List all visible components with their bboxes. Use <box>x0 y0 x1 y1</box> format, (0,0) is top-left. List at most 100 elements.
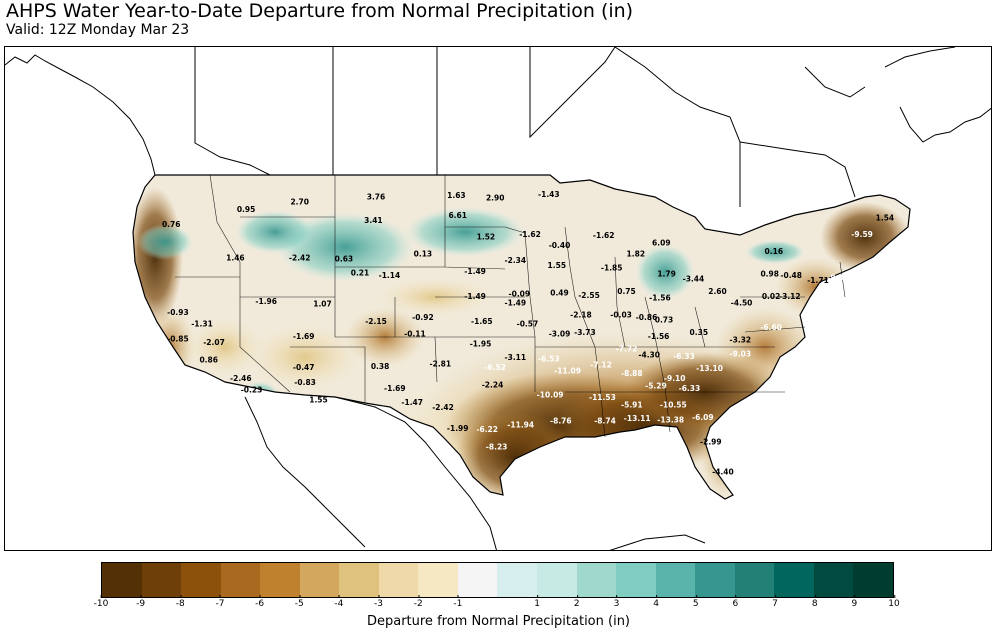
colorbar-bin <box>655 563 696 597</box>
departure-value-label: 1.55 <box>309 395 328 404</box>
departure-value-label: -2.42 <box>432 403 454 412</box>
departure-value-label: -2.24 <box>482 380 504 389</box>
departure-value-label: -1.49 <box>464 267 486 276</box>
colorbar-tick-label: 4 <box>653 595 659 609</box>
colorbar-bin <box>141 563 182 597</box>
precipitation-departure-map[interactable]: 0.95 2.70 3.76 1.63 2.90 -1.43 0.76 3.41 6.61 1.5… <box>4 46 992 551</box>
departure-value-label: -11.53 <box>589 393 616 402</box>
colorbar-bin <box>497 563 538 597</box>
departure-value-label: -0.92 <box>412 313 434 322</box>
departure-value-label: 1.54 <box>876 214 895 223</box>
colorbar-bin <box>813 563 854 597</box>
map-title: AHPS Water Year-to-Date Departure from N… <box>6 0 634 22</box>
departure-value-label: -2.15 <box>365 317 387 326</box>
departure-value-label: 1.07 <box>313 300 332 309</box>
departure-value-label: -3.09 <box>549 329 571 338</box>
colorbar-bin <box>853 563 893 597</box>
colorbar-tick-label: 2 <box>573 595 580 609</box>
departure-value-label: -7.72 <box>616 344 638 353</box>
departure-value-label: -6.53 <box>538 354 560 363</box>
colorbar-tick-label: 8 <box>811 595 818 609</box>
departure-value-label: 0.13 <box>414 250 433 259</box>
colorbar-bin <box>576 563 617 597</box>
valid-time: Valid: 12Z Monday Mar 23 <box>6 22 190 38</box>
colorbar-tick-label: 7 <box>772 595 778 609</box>
colorbar-tick-label: 5 <box>692 595 699 609</box>
departure-value-label: 2.70 <box>290 197 309 206</box>
departure-value-label: -1.49 <box>504 298 526 307</box>
departure-value-label: -4.30 <box>638 351 660 360</box>
departure-value-label: -1.95 <box>470 339 492 348</box>
departure-value-label: -0.03 <box>610 311 632 320</box>
departure-value-label: 0.98 <box>760 270 779 279</box>
departure-value-label: -7.12 <box>590 361 612 370</box>
colorbar-tick-label: 1 <box>534 595 541 609</box>
departure-value-label: -4.50 <box>731 298 753 307</box>
departure-value-label: -2.18 <box>570 311 592 320</box>
departure-value-label: -3.11 <box>504 353 526 362</box>
departure-value-label: 6.09 <box>652 239 671 248</box>
departure-value-label: 0.21 <box>351 268 370 277</box>
departure-value-label: -1.14 <box>379 271 401 280</box>
departure-value-label: -1.99 <box>447 424 469 433</box>
departure-value-label: 3.41 <box>364 216 383 225</box>
colorbar-tick-label: 3 <box>613 595 620 609</box>
departure-value-label: -6.09 <box>692 413 714 422</box>
departure-value-label: -3.12 <box>779 292 801 301</box>
departure-value-label: -1.62 <box>519 230 541 239</box>
colorbar-bin <box>220 563 261 597</box>
departure-value-label: -1.65 <box>471 317 493 326</box>
colorbar-tick-label: 6 <box>732 595 739 609</box>
departure-value-label: -8.38 <box>827 273 849 282</box>
departure-value-label: 1.52 <box>477 232 496 241</box>
colorbar-tick-label: -10 <box>93 595 109 609</box>
departure-value-label: -8.23 <box>486 443 508 452</box>
colorbar-label: Departure from Normal Precipitation (in) <box>366 614 631 629</box>
colorbar-bin <box>734 563 775 597</box>
departure-value-label: -9.10 <box>664 374 686 383</box>
departure-value-label: -2.42 <box>289 253 311 262</box>
colorbar-bin <box>695 563 735 597</box>
departure-value-label: -1.56 <box>649 293 671 302</box>
departure-value-label: 0.49 <box>550 288 569 297</box>
departure-value-label: 1.63 <box>447 191 466 200</box>
departure-value-label: -2.55 <box>578 291 600 300</box>
colorbar-tick-label: -5 <box>294 595 304 609</box>
departure-value-label: 0.02 <box>762 292 781 301</box>
departure-value-label: -1.56 <box>648 332 670 341</box>
departure-value-label: 0.38 <box>371 362 390 371</box>
departure-value-label: -2.99 <box>700 438 722 447</box>
departure-value-label: 0.76 <box>162 220 181 229</box>
departure-value-label: -1.71 <box>807 276 829 285</box>
departure-value-label: -1.85 <box>601 263 623 272</box>
departure-value-label: -0.57 <box>517 319 539 328</box>
departure-value-label: -5.29 <box>645 382 667 391</box>
departure-value-label: 1.55 <box>548 261 567 270</box>
departure-value-label: -1.96 <box>255 297 277 306</box>
canada-mexico-outline <box>5 47 991 550</box>
departure-value-label: -3.44 <box>683 275 705 284</box>
departure-value-label: 1.79 <box>657 270 676 279</box>
colorbar-tick-label: 9 <box>851 595 858 609</box>
departure-value-label: -6.33 <box>673 352 695 361</box>
colorbar-bin <box>260 563 300 597</box>
departure-value-label: -9.59 <box>851 230 873 239</box>
departure-value-label: -0.11 <box>404 329 426 338</box>
departure-value-label: -0.93 <box>167 308 189 317</box>
departure-value-label: -2.07 <box>203 338 225 347</box>
colorbar-bin <box>537 563 577 597</box>
departure-value-label: -2.46 <box>230 374 252 383</box>
departure-value-labels: 0.95 2.70 3.76 1.63 2.90 -1.43 0.76 3.41 6.61 1.5… <box>162 190 894 477</box>
departure-value-label: 0.16 <box>765 247 784 256</box>
departure-value-label: -13.11 <box>624 414 651 423</box>
departure-value-label: 0.95 <box>237 205 256 214</box>
colorbar-tick-label: -1 <box>453 595 463 609</box>
departure-value-label: 0.73 <box>655 316 674 325</box>
departure-value-label: -4.40 <box>712 468 734 477</box>
colorbar-bin <box>102 563 142 597</box>
departure-value-label: -8.88 <box>621 369 643 378</box>
departure-value-label: -1.69 <box>293 332 315 341</box>
colorbar-tick-label: -9 <box>136 595 146 609</box>
colorbar-bin <box>616 563 656 597</box>
colorbar-tick-label: -4 <box>334 595 344 609</box>
